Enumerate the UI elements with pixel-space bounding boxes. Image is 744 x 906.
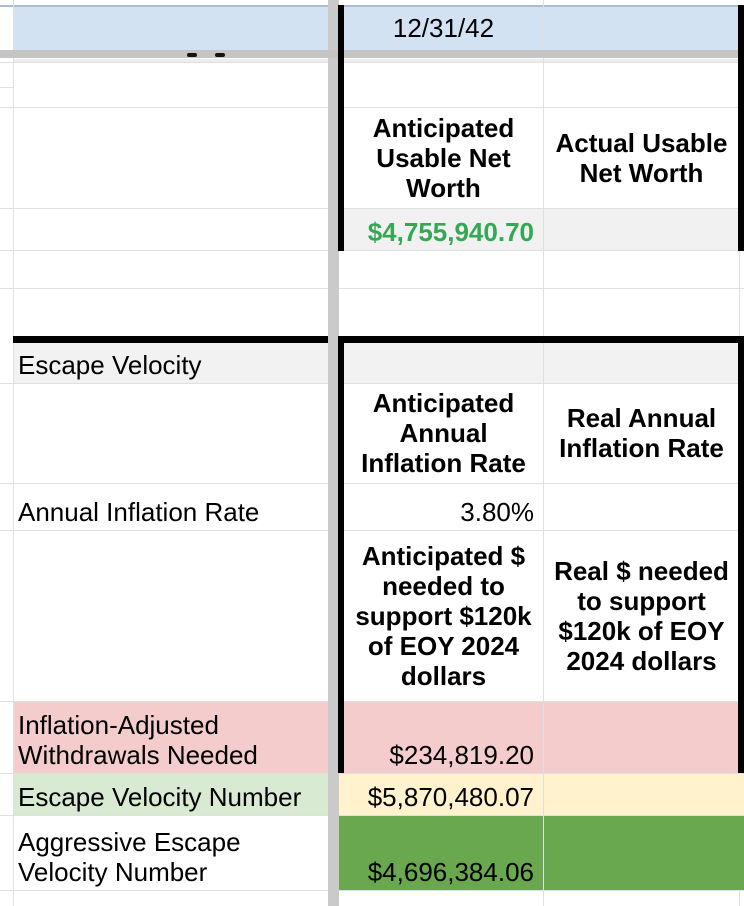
actual-usable-net-worth-header-cell[interactable]: Actual Usable Net Worth bbox=[543, 107, 740, 208]
escape-velocity-number-value: $5,870,480.07 bbox=[367, 782, 534, 812]
aggressive-number-value: $4,696,384.06 bbox=[367, 857, 534, 887]
gridline-row bbox=[0, 773, 744, 774]
anticipated-inflation-header-cell[interactable]: Anticipated Annual Inflation Rate bbox=[344, 383, 543, 483]
clipped-text-descender bbox=[215, 53, 225, 57]
escape-velocity-number-label-bg[interactable] bbox=[13, 773, 328, 815]
aggressive-number-value-bg[interactable] bbox=[339, 815, 744, 890]
gridline-row bbox=[0, 530, 744, 531]
escape-velocity-number-label-cell[interactable]: Escape Velocity Number bbox=[13, 773, 328, 815]
date-header-cell[interactable]: 12/31/42 bbox=[344, 5, 543, 50]
gridline-row bbox=[0, 208, 744, 209]
anticipated-net-worth-value-row-bg[interactable] bbox=[339, 208, 744, 250]
gridline-right-lower bbox=[739, 890, 740, 906]
gridline-row bbox=[0, 288, 744, 289]
gridline-row bbox=[0, 383, 744, 384]
withdrawals-value: $234,819.20 bbox=[389, 740, 534, 770]
annual-inflation-rate-value-cell[interactable]: 3.80% bbox=[344, 483, 543, 530]
withdrawals-label: Inflation-Adjusted Withdrawals Needed bbox=[18, 710, 258, 770]
gridline-left-gutter bbox=[13, 0, 14, 906]
escape-velocity-number-label: Escape Velocity Number bbox=[18, 782, 302, 812]
annual-inflation-rate-label-cell[interactable]: Annual Inflation Rate bbox=[13, 483, 328, 530]
frozen-date-row-bg[interactable] bbox=[13, 5, 744, 50]
escape-velocity-title-row-bg-left[interactable] bbox=[13, 343, 328, 383]
gridline-col2-col3 bbox=[543, 0, 544, 906]
frozen-pane-divider bbox=[0, 50, 744, 58]
gridline-row bbox=[0, 815, 744, 816]
escape-section-top-border-right bbox=[339, 336, 744, 343]
anticipated-usable-net-worth-header-text: Anticipated Usable Net Worth bbox=[372, 112, 515, 203]
escape-velocity-number-value-cell[interactable]: $5,870,480.07 bbox=[344, 773, 543, 815]
escape-section-right-border bbox=[738, 336, 744, 773]
withdrawals-value-cell[interactable]: $234,819.20 bbox=[344, 702, 543, 773]
aggressive-number-value-cell[interactable]: $4,696,384.06 bbox=[344, 815, 543, 890]
withdrawals-label-cell[interactable]: Inflation-Adjusted Withdrawals Needed bbox=[13, 702, 328, 773]
annual-inflation-rate-label: Annual Inflation Rate bbox=[18, 497, 260, 527]
gridline-row bbox=[0, 62, 744, 63]
withdrawals-row-bg-right[interactable] bbox=[339, 702, 744, 773]
withdrawals-row-bg-left[interactable] bbox=[13, 702, 328, 773]
anticipated-dollars-header-text: Anticipated $ needed to support $120k of… bbox=[355, 541, 532, 691]
real-inflation-header-text: Real Annual Inflation Rate bbox=[559, 403, 724, 463]
gridline-row bbox=[0, 483, 744, 484]
frozen-date-row-top-border bbox=[0, 5, 744, 7]
gridline-row bbox=[0, 701, 744, 702]
actual-usable-net-worth-value-cell[interactable] bbox=[543, 208, 738, 250]
real-dollars-header-cell[interactable]: Real $ needed to support $120k of EOY 20… bbox=[543, 530, 740, 702]
aggressive-number-label-cell[interactable]: Aggressive Escape Velocity Number bbox=[13, 815, 328, 890]
gridline-right-upper bbox=[739, 250, 740, 336]
real-inflation-header-cell[interactable]: Real Annual Inflation Rate bbox=[543, 383, 740, 483]
annual-inflation-rate-value: 3.80% bbox=[460, 497, 534, 527]
gridline-row bbox=[0, 890, 744, 891]
gridline-gutter-stub bbox=[0, 87, 13, 88]
escape-velocity-number-value-bg[interactable] bbox=[339, 773, 744, 815]
net-worth-region-left-border bbox=[338, 5, 344, 251]
anticipated-inflation-header-text: Anticipated Annual Inflation Rate bbox=[361, 388, 526, 478]
escape-velocity-section-title-cell[interactable]: Escape Velocity bbox=[13, 343, 328, 383]
hidden-row-sliver-bg bbox=[13, 59, 744, 62]
escape-velocity-title-row-bg-right[interactable] bbox=[339, 343, 744, 383]
actual-usable-net-worth-header-text: Actual Usable Net Worth bbox=[555, 127, 728, 188]
gridline-row bbox=[0, 250, 744, 251]
anticipated-usable-net-worth-value: $4,755,940.70 bbox=[367, 217, 534, 247]
anticipated-usable-net-worth-header-cell[interactable]: Anticipated Usable Net Worth bbox=[344, 107, 543, 208]
anticipated-dollars-header-cell[interactable]: Anticipated $ needed to support $120k of… bbox=[344, 530, 543, 702]
escape-section-top-border-left bbox=[13, 336, 328, 343]
escape-velocity-section-title: Escape Velocity bbox=[18, 350, 202, 380]
clipped-text-descender bbox=[187, 53, 197, 57]
real-dollars-header-text: Real $ needed to support $120k of EOY 20… bbox=[554, 556, 729, 676]
date-header-text: 12/31/42 bbox=[392, 12, 495, 43]
aggressive-number-label: Aggressive Escape Velocity Number bbox=[18, 827, 241, 887]
anticipated-usable-net-worth-value-cell[interactable]: $4,755,940.70 bbox=[344, 208, 543, 250]
escape-section-left-border bbox=[338, 336, 344, 773]
spacer-column bbox=[328, 0, 339, 906]
gridline-row bbox=[0, 107, 744, 108]
net-worth-region-right-border bbox=[738, 5, 744, 251]
